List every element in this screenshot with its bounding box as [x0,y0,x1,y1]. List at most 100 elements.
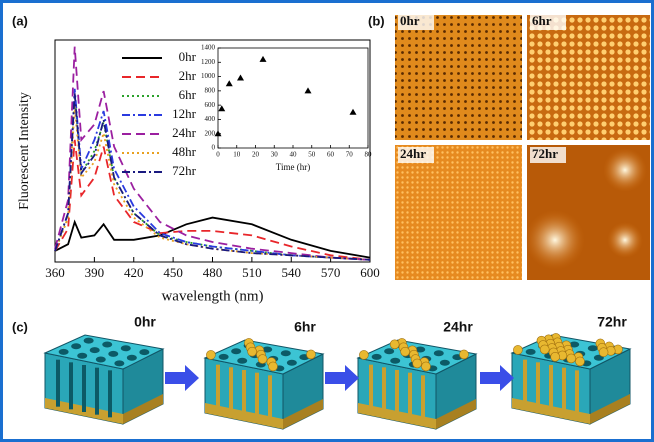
nanoparticle [268,362,277,371]
pore-channel [242,370,246,417]
x-tick-label: 80 [365,151,373,159]
pore-channel [82,365,86,412]
legend-label: 12hr [172,106,197,121]
figure: (a) (b) (c) 360 390 420 450 480 510 540 570 600 w… [0,0,654,442]
afm-image [395,145,522,280]
pore-channel [562,368,566,415]
nanoparticle [421,362,430,371]
x-tick-label: 570 [321,265,341,280]
pore [127,355,137,361]
nanoparticle [567,354,576,363]
arrow [480,365,514,391]
nanoparticle [459,350,468,359]
y-tick-label: 1200 [201,58,216,66]
afm-label: 72hr [532,146,558,161]
panel-label: (b) [368,13,385,28]
pore [219,354,229,360]
stage-label: 0hr [134,314,156,330]
pore [114,360,124,366]
nanoparticle [359,350,368,359]
nanoparticle [306,350,315,359]
legend-label: 2hr [179,68,197,83]
pore [84,338,94,344]
x-tick-label: 10 [233,151,241,159]
nanoparticle [599,348,608,357]
y-tick-label: 1400 [201,44,216,52]
pore-channel [69,362,73,409]
pore-channel [229,367,233,414]
nanoparticle [390,340,399,349]
afm-label: 6hr [532,13,552,28]
legend-label: 72hr [172,163,197,178]
y-tick-label: 600 [205,101,216,109]
x-tick-label: 70 [346,151,354,159]
nanoparticle [575,357,584,366]
y-axis-label: Fluorescent Intensity [17,92,32,210]
x-tick-label: 20 [252,151,260,159]
pore [526,349,536,355]
pore [281,350,291,356]
pore [384,348,394,354]
pore [372,354,382,360]
pore-channel [395,370,399,417]
pore [139,349,149,355]
pore [237,358,247,364]
afm-label: 0hr [400,13,420,28]
legend-label: 0hr [179,49,197,64]
x-tick-label: 540 [282,265,302,280]
x-axis-label: wavelength (nm) [161,288,263,304]
pore [588,345,598,351]
afm-feature [525,210,585,270]
pore [231,348,241,354]
y-tick-label: 200 [205,129,216,137]
legend-label: 24hr [172,125,197,140]
x-tick-label: 480 [203,265,223,280]
x-tick-label: 360 [45,265,65,280]
nanoparticle [540,345,549,354]
pore-channel [255,373,259,420]
pore-channel [56,360,60,407]
x-tick-label: 450 [163,265,183,280]
nanoparticle [401,347,410,356]
panel-label: (c) [12,319,28,334]
pore-channel [408,373,412,420]
stage-label: 6hr [294,319,316,335]
afm-label: 24hr [400,146,426,161]
pore [440,360,450,366]
y-tick-label: 0 [212,144,216,152]
pore-channel [523,360,527,407]
x-tick-label: 600 [360,265,380,280]
x-tick-label: 510 [242,265,262,280]
x-tick-label: 30 [271,151,279,159]
afm-feature [603,148,647,192]
pore [71,343,81,349]
inset-frame [218,48,368,148]
y-tick-label: 800 [205,86,216,94]
pore [90,347,100,353]
nanoparticle [413,359,422,368]
afm-feature [607,222,643,258]
x-tick-label: 420 [124,265,144,280]
pore [390,358,400,364]
pore-channel [95,368,99,415]
pore-channel [549,365,553,412]
pore [77,353,87,359]
pore-channel [421,375,425,422]
nanoparticle [551,352,560,361]
pore [102,341,112,347]
panel-label: (a) [12,13,28,28]
nanoparticle [248,347,257,356]
y-tick-label: 400 [205,115,216,123]
x-axis-label: Time (hr) [276,162,310,172]
x-tick-label: 50 [308,151,316,159]
pore [121,345,131,351]
pore [59,349,69,355]
x-tick-label: 0 [216,151,220,159]
x-tick-label: 390 [85,265,105,280]
x-tick-label: 40 [290,151,298,159]
pore-channel [536,362,540,409]
arrow [165,365,199,391]
stage-label: 72hr [597,314,627,330]
pore-channel [575,370,579,417]
pore-channel [108,370,112,417]
